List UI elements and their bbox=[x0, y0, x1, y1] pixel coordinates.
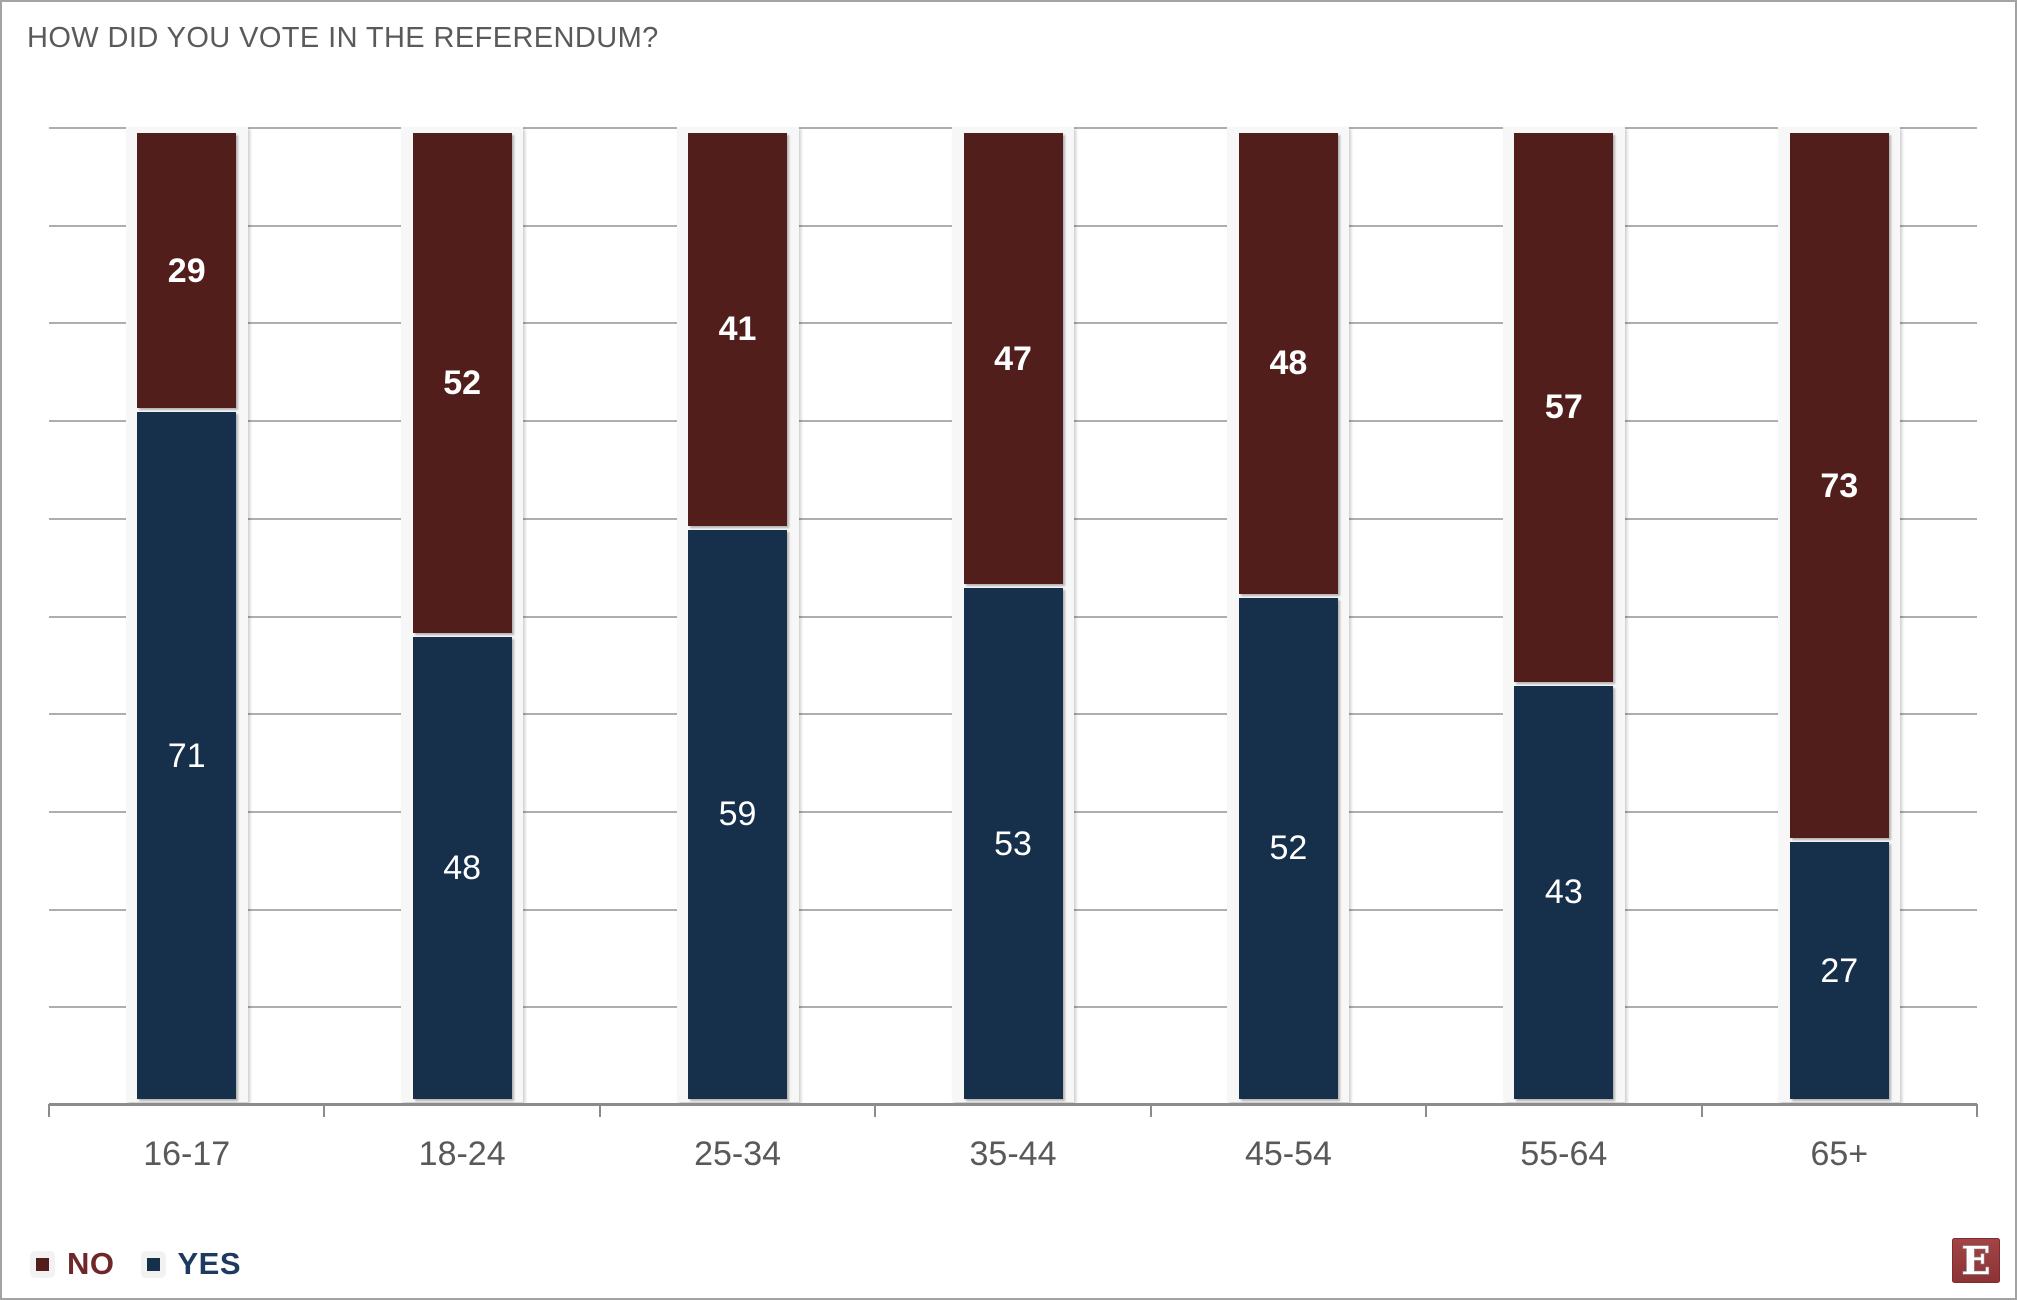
bar-segment-no-25-34: 41 bbox=[688, 133, 788, 526]
x-axis-tick-2 bbox=[598, 1104, 601, 1117]
value-label-yes-25-34: 59 bbox=[718, 795, 757, 834]
x-axis-tick-6 bbox=[1700, 1104, 1703, 1117]
bar-segment-yes-35-44: 53 bbox=[963, 588, 1063, 1099]
x-axis-labels-row: 16-17 18-24 25-34 35-44 45-54 55-64 65+ bbox=[49, 1124, 1977, 1184]
page-title: HOW DID YOU VOTE IN THE REFERENDUM? bbox=[27, 22, 659, 54]
x-axis-label-55-64: 55-64 bbox=[1520, 1135, 1608, 1173]
x-axis-label-18-24: 18-24 bbox=[418, 1135, 506, 1173]
value-label-yes-16-17: 71 bbox=[167, 736, 206, 775]
value-label-no-45-54: 48 bbox=[1269, 344, 1308, 383]
value-label-yes-55-64: 43 bbox=[1544, 873, 1583, 912]
value-label-no-18-24: 52 bbox=[443, 364, 482, 403]
value-label-yes-18-24: 48 bbox=[443, 849, 482, 887]
legend-swatch-no-box bbox=[30, 1250, 55, 1278]
bar-segment-yes-45-54: 52 bbox=[1238, 597, 1338, 1099]
bar-segment-yes-18-24: 48 bbox=[412, 637, 512, 1099]
value-label-no-65+: 73 bbox=[1820, 466, 1859, 505]
x-axis-label-25-34: 25-34 bbox=[694, 1135, 782, 1173]
logo-letter: E bbox=[1962, 1238, 1991, 1283]
x-axis-tick-3 bbox=[874, 1104, 877, 1117]
legend-swatch-yes bbox=[146, 1257, 160, 1271]
bar-segment-yes-55-64: 43 bbox=[1514, 685, 1614, 1099]
x-axis-label-16-17: 16-17 bbox=[143, 1135, 231, 1173]
bar-segment-yes-65+: 27 bbox=[1789, 842, 1889, 1099]
bar-segment-no-55-64: 57 bbox=[1514, 133, 1614, 682]
bar-segment-yes-16-17: 71 bbox=[137, 412, 237, 1099]
legend-swatch-no bbox=[36, 1257, 49, 1271]
x-axis-label-45-54: 45-54 bbox=[1244, 1135, 1332, 1173]
bar-segment-yes-25-34: 59 bbox=[688, 529, 788, 1099]
value-label-no-55-64: 57 bbox=[1544, 388, 1583, 427]
x-axis-tick-0 bbox=[48, 1104, 50, 1117]
x-axis-tick-7 bbox=[1976, 1104, 1978, 1117]
bar-segment-no-16-17: 29 bbox=[137, 133, 237, 409]
x-axis-tick-5 bbox=[1425, 1104, 1428, 1117]
x-axis-label-65+: 65+ bbox=[1810, 1135, 1869, 1173]
bar-segment-no-18-24: 52 bbox=[412, 133, 512, 634]
plot-area: 29 71 52 48 41 59 47 53 48 52 57 43 73 27 bbox=[48, 127, 1978, 1117]
x-axis-line bbox=[49, 1103, 1977, 1106]
value-label-no-35-44: 47 bbox=[994, 339, 1032, 378]
legend: NO YES bbox=[30, 1240, 241, 1288]
x-axis-label-35-44: 35-44 bbox=[969, 1135, 1057, 1173]
legend-label-yes: YES bbox=[177, 1246, 242, 1281]
legend-swatch-yes-box bbox=[140, 1250, 166, 1278]
bar-segment-no-35-44: 47 bbox=[963, 133, 1063, 585]
value-label-no-16-17: 29 bbox=[167, 251, 206, 290]
value-label-yes-45-54: 52 bbox=[1269, 829, 1308, 868]
x-axis-tick-1 bbox=[323, 1104, 326, 1117]
publisher-logo: E bbox=[1952, 1238, 2000, 1283]
bar-segment-no-45-54: 48 bbox=[1238, 133, 1338, 594]
value-label-yes-35-44: 53 bbox=[994, 824, 1032, 863]
x-axis-tick-4 bbox=[1149, 1104, 1152, 1117]
bar-segment-no-65+: 73 bbox=[1789, 133, 1889, 839]
value-label-no-25-34: 41 bbox=[718, 310, 757, 349]
logo-background bbox=[1952, 1238, 2000, 1283]
legend-label-no: NO bbox=[67, 1246, 115, 1281]
value-label-yes-65+: 27 bbox=[1820, 951, 1859, 990]
